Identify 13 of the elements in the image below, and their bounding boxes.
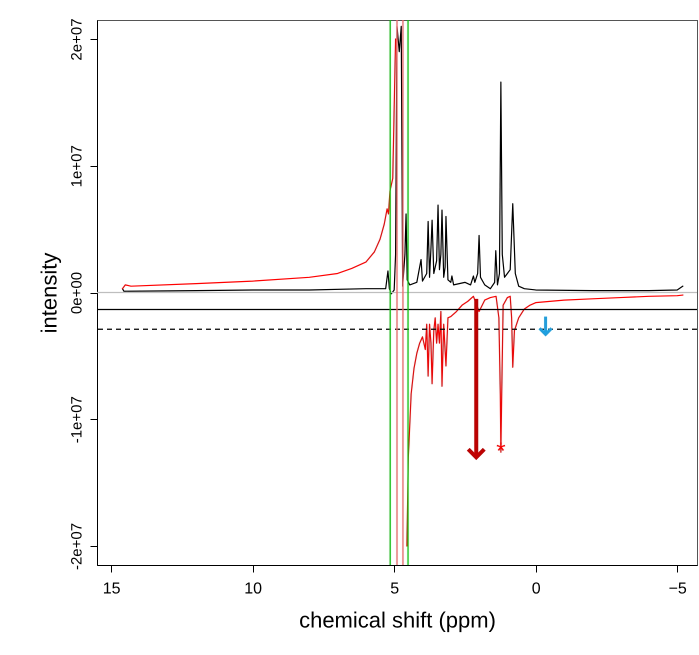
- y-tick-label: 2e+07: [68, 18, 86, 61]
- x-tick-label: −5: [668, 580, 687, 598]
- x-axis-title: chemical shift (ppm): [299, 608, 496, 632]
- y-axis-title: intensity: [36, 252, 62, 334]
- x-tick-label: 5: [390, 580, 400, 598]
- y-tick-label: -2e+07: [68, 522, 86, 570]
- y-tick-label: 1e+07: [68, 145, 86, 188]
- y-tick-label: -1e+07: [68, 396, 86, 444]
- x-tick-label: 0: [532, 580, 541, 598]
- x-tick-label: 15: [102, 580, 121, 598]
- line-series: [122, 26, 684, 294]
- y-tick-label: 0e+00: [68, 272, 86, 314]
- x-tick-label: 10: [244, 580, 262, 598]
